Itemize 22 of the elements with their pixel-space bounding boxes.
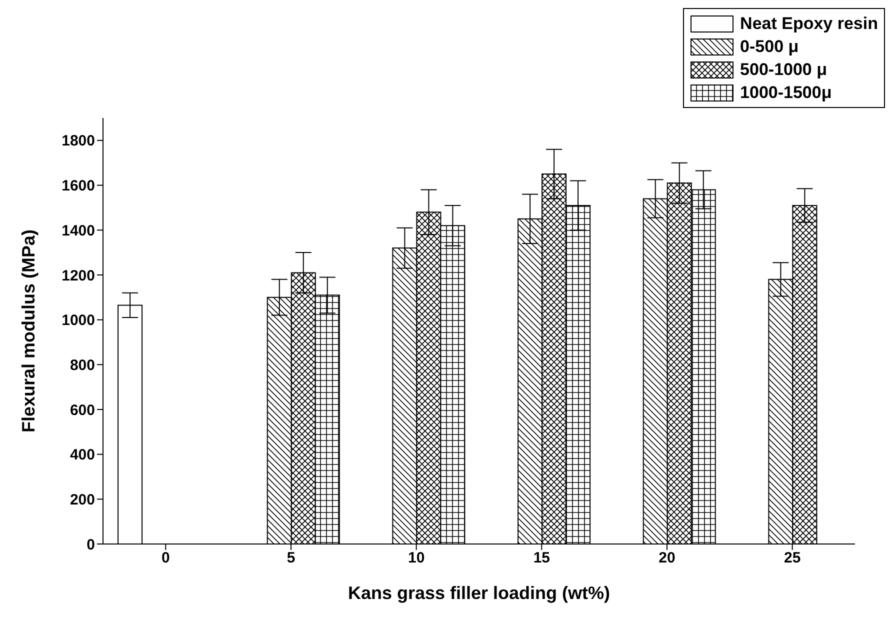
y-tick-label: 1800 (62, 132, 95, 150)
y-tick-label: 0 (86, 536, 95, 554)
y-tick-label: 1200 (62, 267, 95, 284)
y-tick-label: 600 (70, 402, 95, 419)
legend-label: 0-500 μ (740, 36, 799, 56)
x-tick-label: 10 (408, 550, 425, 567)
legend-label: 500-1000 μ (740, 60, 828, 80)
y-tick-label: 1600 (62, 178, 95, 195)
x-tick-label: 5 (286, 550, 296, 567)
legend-label: 1000-1500μ (740, 82, 832, 102)
x-tick-label: 0 (161, 550, 170, 567)
y-tick-label: 1400 (62, 222, 95, 240)
y-tick-label: 400 (70, 446, 95, 464)
x-axis-title: Kans grass filler loading (wt%) (348, 583, 610, 603)
x-tick-label: 25 (784, 550, 801, 567)
y-tick-label: 1000 (62, 312, 95, 330)
legend-label: Neat Epoxy resin (740, 14, 878, 34)
x-tick-label: 20 (658, 550, 676, 567)
x-tick-label: 15 (533, 550, 550, 567)
y-axis-title: Flexural modulus (MPa) (18, 229, 38, 433)
y-tick-label: 800 (70, 356, 95, 374)
y-tick-label: 200 (70, 491, 95, 508)
